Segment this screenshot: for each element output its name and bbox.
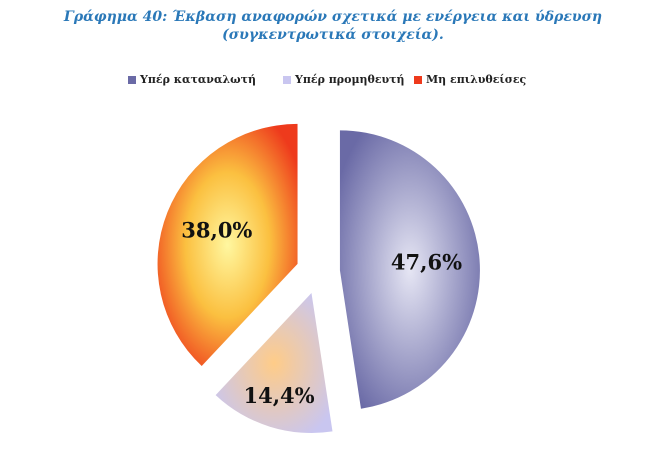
- data-label: 47,6%: [391, 249, 462, 274]
- legend-label: Υπέρ προμηθευτή: [294, 73, 405, 86]
- legend-label: Μη επιλυθείσες: [426, 73, 527, 86]
- legend-label: Υπέρ καταναλωτή: [139, 73, 256, 86]
- legend-swatch: [414, 76, 422, 84]
- legend-swatch: [283, 76, 291, 84]
- pie-slice: [157, 123, 298, 366]
- pie-slice: [215, 293, 333, 434]
- legend-swatch: [128, 76, 136, 84]
- data-label: 38,0%: [181, 217, 252, 242]
- pie-slice: [339, 130, 480, 409]
- data-label: 14,4%: [243, 383, 314, 408]
- chart-title: Γράφημα 40: Έκβαση αναφορών σχετικά με ε…: [63, 9, 603, 43]
